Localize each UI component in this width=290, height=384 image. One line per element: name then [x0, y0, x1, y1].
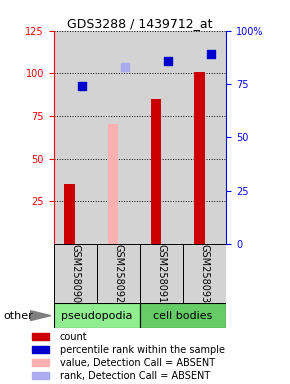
Bar: [32, 333, 49, 340]
Text: percentile rank within the sample: percentile rank within the sample: [60, 345, 225, 355]
Polygon shape: [30, 311, 51, 321]
Bar: [97, 244, 140, 303]
Text: value, Detection Call = ABSENT: value, Detection Call = ABSENT: [60, 358, 215, 367]
Bar: [140, 244, 183, 303]
Text: GSM258091: GSM258091: [157, 244, 166, 303]
Text: GSM258092: GSM258092: [113, 244, 123, 303]
Bar: [54, 244, 97, 303]
Text: pseudopodia: pseudopodia: [61, 311, 133, 321]
Text: GSM258093: GSM258093: [200, 244, 210, 303]
Bar: [97, 31, 140, 244]
Point: [79, 83, 84, 89]
Bar: [64, 184, 75, 244]
Bar: [108, 124, 118, 244]
Bar: [194, 72, 205, 244]
Point: [166, 58, 170, 64]
Text: GSM258090: GSM258090: [70, 244, 80, 303]
Text: other: other: [3, 311, 33, 321]
Point: [209, 51, 213, 57]
Bar: [32, 346, 49, 353]
Bar: [54, 31, 97, 244]
Bar: [140, 31, 183, 244]
Bar: [32, 359, 49, 366]
Bar: [183, 244, 226, 303]
Bar: [183, 31, 226, 244]
Bar: [32, 372, 49, 379]
Bar: [151, 99, 162, 244]
Title: GDS3288 / 1439712_at: GDS3288 / 1439712_at: [67, 17, 213, 30]
Point: [122, 64, 127, 70]
Text: count: count: [60, 332, 87, 342]
Bar: [54, 303, 140, 328]
Text: rank, Detection Call = ABSENT: rank, Detection Call = ABSENT: [60, 371, 210, 381]
Text: cell bodies: cell bodies: [153, 311, 213, 321]
Bar: [140, 303, 226, 328]
